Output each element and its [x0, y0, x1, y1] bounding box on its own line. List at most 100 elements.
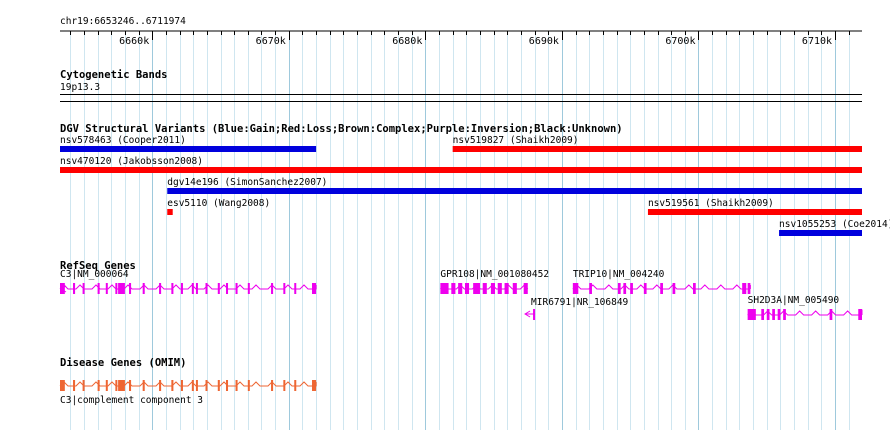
omim-exon	[129, 380, 132, 391]
dgv-feature[interactable]: nsv470120 (Jakobsson2008)	[60, 156, 862, 173]
refseq-exon	[235, 283, 238, 294]
refseq-exon	[171, 283, 174, 294]
refseq-exon	[205, 283, 208, 294]
grid-lines	[70, 32, 850, 430]
refseq-exon	[482, 283, 487, 294]
refseq-gene-label: MIR6791|NR_106849	[531, 297, 629, 308]
refseq-exon	[630, 283, 633, 294]
refseq-intron	[572, 284, 751, 290]
refseq-exon	[440, 283, 449, 294]
refseq-exon	[572, 283, 579, 294]
ruler-tick-label: 6680k	[392, 36, 422, 47]
refseq-exon	[761, 309, 765, 320]
refseq-exon	[533, 309, 536, 320]
refseq-gene[interactable]: C3|NM_000064	[59, 269, 317, 294]
refseq-exon	[105, 283, 108, 294]
omim-exon	[115, 380, 118, 391]
refseq-gene-label: GPR108|NM_001080452	[440, 269, 549, 280]
ruler-tick-label: 6700k	[665, 36, 695, 47]
refseq-exon	[829, 309, 833, 320]
dgv-feature-label: esv5110 (Wang2008)	[167, 198, 270, 209]
refseq-track-title: RefSeq Genes	[60, 260, 136, 272]
dgv-feature[interactable]: nsv578463 (Cooper2011)	[60, 135, 317, 152]
omim-exon	[247, 380, 250, 391]
refseq-gene-label: TRIP10|NM_004240	[573, 269, 665, 280]
refseq-exon	[747, 283, 751, 294]
dgv-track: DGV Structural Variants (Blue:Gain;Red:L…	[60, 123, 890, 236]
refseq-exon	[195, 283, 198, 294]
refseq-exon	[858, 309, 862, 320]
refseq-exon	[82, 283, 85, 294]
omim-exon	[283, 380, 286, 391]
refseq-strand-arrow	[60, 285, 67, 293]
ruler-tick-label: 6670k	[256, 36, 286, 47]
dgv-feature[interactable]: esv5110 (Wang2008)	[167, 198, 270, 215]
omim-exon	[312, 380, 317, 391]
omim-exon	[180, 380, 183, 391]
refseq-exon	[458, 283, 463, 294]
dgv-feature-bar[interactable]	[167, 209, 173, 215]
omim-exon	[217, 380, 220, 391]
dgv-feature[interactable]: dgv14e196 (SimonSanchez2007)	[167, 177, 862, 194]
refseq-exon	[783, 309, 786, 320]
refseq-exon	[747, 309, 756, 320]
refseq-exon	[464, 283, 470, 294]
dgv-feature-bar[interactable]	[60, 167, 862, 173]
refseq-exon	[97, 283, 100, 294]
dgv-feature-bar[interactable]	[452, 146, 862, 152]
refseq-exon	[118, 283, 125, 294]
omim-exon	[225, 380, 229, 391]
dgv-feature-label: nsv519561 (Shaikh2009)	[648, 198, 774, 209]
dgv-feature-bar[interactable]	[60, 146, 317, 152]
refseq-exon	[497, 283, 502, 294]
refseq-exon	[693, 283, 696, 294]
dgv-feature-label: nsv1055253 (Coe2014)	[779, 219, 890, 230]
refseq-exon	[283, 283, 286, 294]
dgv-feature-label: nsv578463 (Cooper2011)	[60, 135, 186, 146]
omim-exon	[118, 380, 125, 391]
refseq-exon	[777, 309, 781, 320]
omim-track-title: Disease Genes (OMIM)	[60, 357, 186, 369]
refseq-exon	[512, 283, 517, 294]
refseq-gene-label: C3|NM_000064	[60, 269, 129, 280]
omim-exon	[235, 380, 238, 391]
region-label: chr19:6653246..6711974	[60, 16, 186, 27]
refseq-gene[interactable]: SH2D3A|NM_005490	[747, 295, 863, 320]
omim-gene-label[interactable]: C3|complement component 3	[60, 395, 203, 406]
refseq-exon	[523, 283, 528, 294]
refseq-strand-arrow	[524, 310, 531, 318]
refseq-gene[interactable]: TRIP10|NM_004240	[572, 269, 751, 294]
refseq-gene[interactable]: GPR108|NM_001080452	[440, 269, 549, 294]
refseq-exon	[180, 283, 183, 294]
dgv-feature-label: dgv14e196 (SimonSanchez2007)	[167, 177, 327, 188]
refseq-exon	[772, 309, 775, 320]
omim-exon	[97, 380, 100, 391]
omim-features: C3|complement component 3	[59, 380, 317, 406]
omim-exon	[205, 380, 208, 391]
refseq-exon	[217, 283, 220, 294]
cytoband-track: Cytogenetic Bands 19p13.3	[60, 69, 862, 102]
dgv-features: nsv578463 (Cooper2011) nsv519827 (Shaikh2…	[60, 135, 890, 236]
dgv-feature[interactable]: nsv519827 (Shaikh2009)	[452, 135, 862, 152]
refseq-exon	[672, 283, 676, 294]
omim-exon	[105, 380, 108, 391]
dgv-track-title: DGV Structural Variants (Blue:Gain;Red:L…	[60, 123, 623, 135]
dgv-feature[interactable]: nsv519561 (Shaikh2009)	[647, 198, 862, 215]
dgv-feature[interactable]: nsv1055253 (Coe2014)	[779, 219, 890, 236]
dgv-feature-bar[interactable]	[647, 209, 862, 215]
refseq-exon	[225, 283, 229, 294]
omim-exon	[60, 380, 65, 391]
refseq-exon	[191, 283, 194, 294]
refseq-exon	[312, 283, 317, 294]
refseq-gene[interactable]: MIR6791|NR_106849	[524, 297, 629, 320]
omim-gene[interactable]: C3|complement component 3	[59, 380, 317, 406]
refseq-strand-arrow	[440, 285, 447, 293]
dgv-feature-bar[interactable]	[779, 230, 862, 236]
cytoband-label: 19p13.3	[60, 82, 100, 93]
dgv-feature-bar[interactable]	[167, 188, 862, 194]
omim-exon	[191, 380, 194, 391]
refseq-exon	[660, 283, 663, 294]
refseq-strand-arrow	[747, 311, 754, 319]
refseq-exon	[766, 309, 770, 320]
